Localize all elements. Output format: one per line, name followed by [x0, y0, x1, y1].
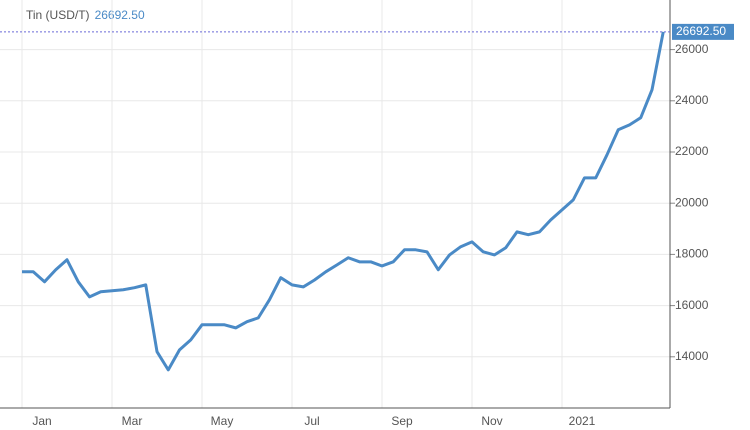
x-tick-label: Jul — [304, 414, 319, 428]
y-tick-label: 20000 — [675, 195, 709, 209]
x-tick-label: May — [211, 414, 234, 428]
line — [22, 31, 665, 372]
y-tick-label: 24000 — [675, 93, 709, 107]
y-tick-label: 14000 — [675, 349, 709, 363]
header-value: 26692.50 — [95, 8, 145, 22]
x-tick-label: Jan — [32, 414, 51, 428]
y-tick-label: 18000 — [675, 247, 709, 261]
x-tick-label: Nov — [481, 414, 502, 428]
last-value-box — [672, 23, 734, 40]
x-tick-label: Sep — [391, 414, 413, 428]
last-value-label: 26692.50 — [676, 24, 726, 38]
x-tick-label: 2021 — [569, 414, 596, 428]
chart-title: Tin (USD/T) — [26, 8, 90, 22]
y-tick-label: 26000 — [675, 42, 709, 56]
x-tick-label: Mar — [122, 414, 143, 428]
y-tick-label: 16000 — [675, 298, 709, 312]
y-tick-label: 22000 — [675, 144, 709, 158]
